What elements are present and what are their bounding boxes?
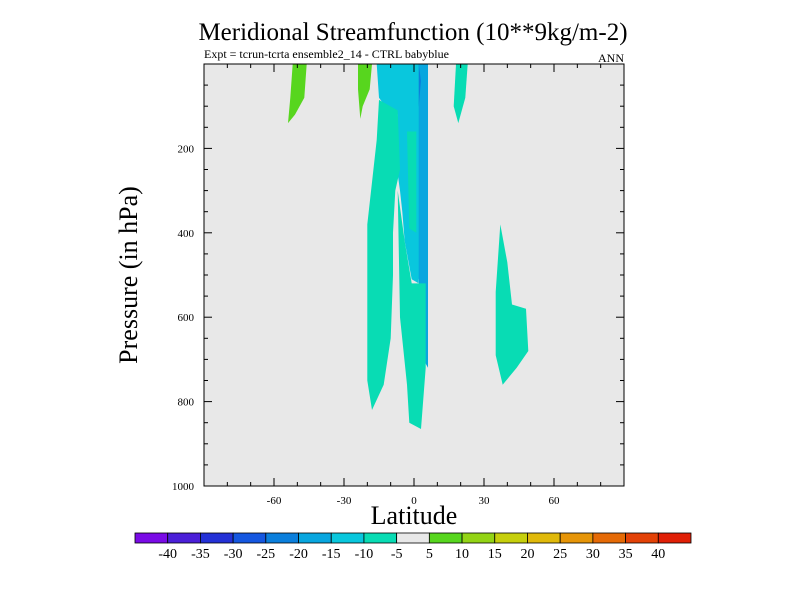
colorbar-label: 25 bbox=[553, 547, 567, 562]
colorbar-swatch bbox=[559, 532, 594, 544]
colorbar-label: 40 bbox=[651, 547, 665, 562]
colorbar-swatch bbox=[330, 532, 365, 544]
colorbar-label: -25 bbox=[256, 547, 275, 562]
x-axis-label: Latitude bbox=[371, 501, 458, 530]
colorbar-label: -10 bbox=[355, 547, 374, 562]
contour-region-3 bbox=[367, 99, 400, 411]
contour-region-7 bbox=[495, 224, 529, 385]
colorbar-swatch bbox=[265, 532, 299, 544]
y-axis-label: Pressure (in hPa) bbox=[114, 186, 143, 364]
colorbar-swatch bbox=[461, 532, 496, 544]
colorbar-label: -40 bbox=[158, 547, 177, 562]
x-tick-label: -30 bbox=[337, 495, 352, 507]
colorbar-swatch bbox=[494, 532, 528, 544]
colorbar-swatch bbox=[657, 532, 692, 544]
x-tick-label: 0 bbox=[411, 495, 417, 507]
colorbar-label: 5 bbox=[426, 547, 433, 562]
colorbar-label: 35 bbox=[619, 547, 633, 562]
contour-region-8 bbox=[288, 64, 307, 124]
colorbar-swatch bbox=[232, 532, 267, 544]
colorbar-label: -5 bbox=[391, 547, 403, 562]
colorbar-swatch bbox=[396, 532, 430, 544]
chart-title: Meridional Streamfunction (10**9kg/m-2) bbox=[198, 19, 627, 46]
y-tick-label: 800 bbox=[178, 397, 195, 409]
colorbar-swatch bbox=[625, 532, 659, 544]
colorbar-swatch bbox=[298, 532, 332, 544]
colorbar-label: 20 bbox=[520, 547, 534, 562]
colorbar: -40 -35 -30 -25 -20 -15 -10 -5 5 10 15 20 25 30 35 40 bbox=[134, 532, 692, 562]
colorbar-swatch bbox=[527, 532, 561, 544]
colorbar-label: -30 bbox=[224, 547, 243, 562]
x-tick-label: 30 bbox=[479, 495, 491, 507]
colorbar-label: -15 bbox=[322, 547, 341, 562]
contour-region-5 bbox=[407, 131, 417, 233]
y-tick-label: 1000 bbox=[172, 481, 195, 493]
colorbar-label: 30 bbox=[586, 547, 600, 562]
colorbar-label: 15 bbox=[488, 547, 502, 562]
colorbar-label: -20 bbox=[289, 547, 308, 562]
colorbar-label: 10 bbox=[455, 547, 469, 562]
contour-region-4 bbox=[397, 190, 426, 429]
chart-subtitle: Expt = tcrun-tcrta ensemble2_14 - CTRL b… bbox=[204, 47, 449, 61]
x-tick-label: -60 bbox=[267, 495, 282, 507]
colorbar-swatch bbox=[428, 532, 463, 544]
colorbar-swatch bbox=[363, 532, 398, 544]
colorbar-swatch bbox=[134, 532, 169, 544]
x-tick-label: 60 bbox=[549, 495, 561, 507]
y-tick-label: 400 bbox=[178, 228, 195, 240]
axis-ticks: -60 -30 0 30 60 200 400 600 800 1000 bbox=[172, 64, 624, 507]
colorbar-swatch bbox=[200, 532, 234, 544]
contour-regions bbox=[288, 64, 529, 429]
plot-frame bbox=[203, 63, 625, 487]
colorbar-swatch bbox=[592, 532, 626, 544]
season-label: ANN bbox=[598, 51, 624, 65]
contour-region-9 bbox=[358, 64, 372, 119]
y-tick-label: 200 bbox=[178, 143, 195, 155]
contour-region-6 bbox=[453, 64, 468, 124]
y-tick-label: 600 bbox=[178, 312, 195, 324]
colorbar-swatch bbox=[167, 532, 201, 544]
colorbar-label: -35 bbox=[191, 547, 210, 562]
